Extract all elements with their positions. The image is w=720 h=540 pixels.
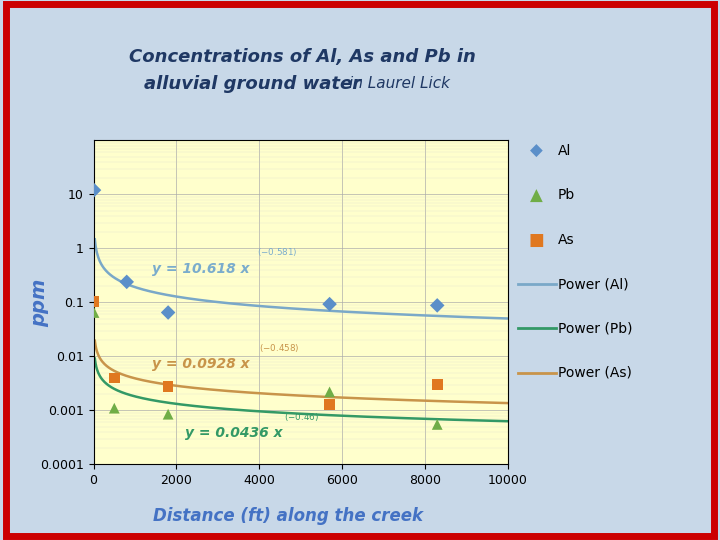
Point [163,382,174,390]
Text: Power (As): Power (As) [558,366,632,380]
Point [109,404,120,413]
Text: ppm: ppm [30,278,49,327]
Point [121,278,132,286]
Text: $^{(-0.46)}$: $^{(-0.46)}$ [284,414,319,427]
Text: Pb: Pb [558,188,575,202]
Point [163,410,174,418]
Text: Power (Al): Power (Al) [558,277,629,291]
Text: ◆: ◆ [530,142,543,160]
Point [163,308,174,317]
Text: $^{(-0.458)}$: $^{(-0.458)}$ [259,345,300,358]
Text: Power (Pb): Power (Pb) [558,321,632,335]
Point [89,186,100,194]
Text: Al: Al [558,144,572,158]
Point [324,388,336,396]
Text: Distance (ft) along the creek: Distance (ft) along the creek [153,507,423,525]
Point [324,300,336,308]
Text: y = 0.0436 x: y = 0.0436 x [184,426,282,440]
Point [109,374,120,382]
Point [431,420,443,429]
Text: in Laurel Lick: in Laurel Lick [349,76,450,91]
Point [89,308,100,317]
Point [431,301,443,310]
Text: As: As [558,233,575,247]
Text: $^{(-0.581)}$: $^{(-0.581)}$ [257,248,298,261]
Point [89,297,100,306]
Text: ▲: ▲ [530,186,543,205]
Text: alluvial ground water: alluvial ground water [144,75,367,93]
Text: ■: ■ [528,231,544,249]
Text: y = 10.618 x: y = 10.618 x [152,262,249,276]
Text: Concentrations of Al, As and Pb in: Concentrations of Al, As and Pb in [129,48,476,66]
Text: y = 0.0928 x: y = 0.0928 x [152,357,249,371]
Point [431,380,443,389]
Point [324,400,336,409]
